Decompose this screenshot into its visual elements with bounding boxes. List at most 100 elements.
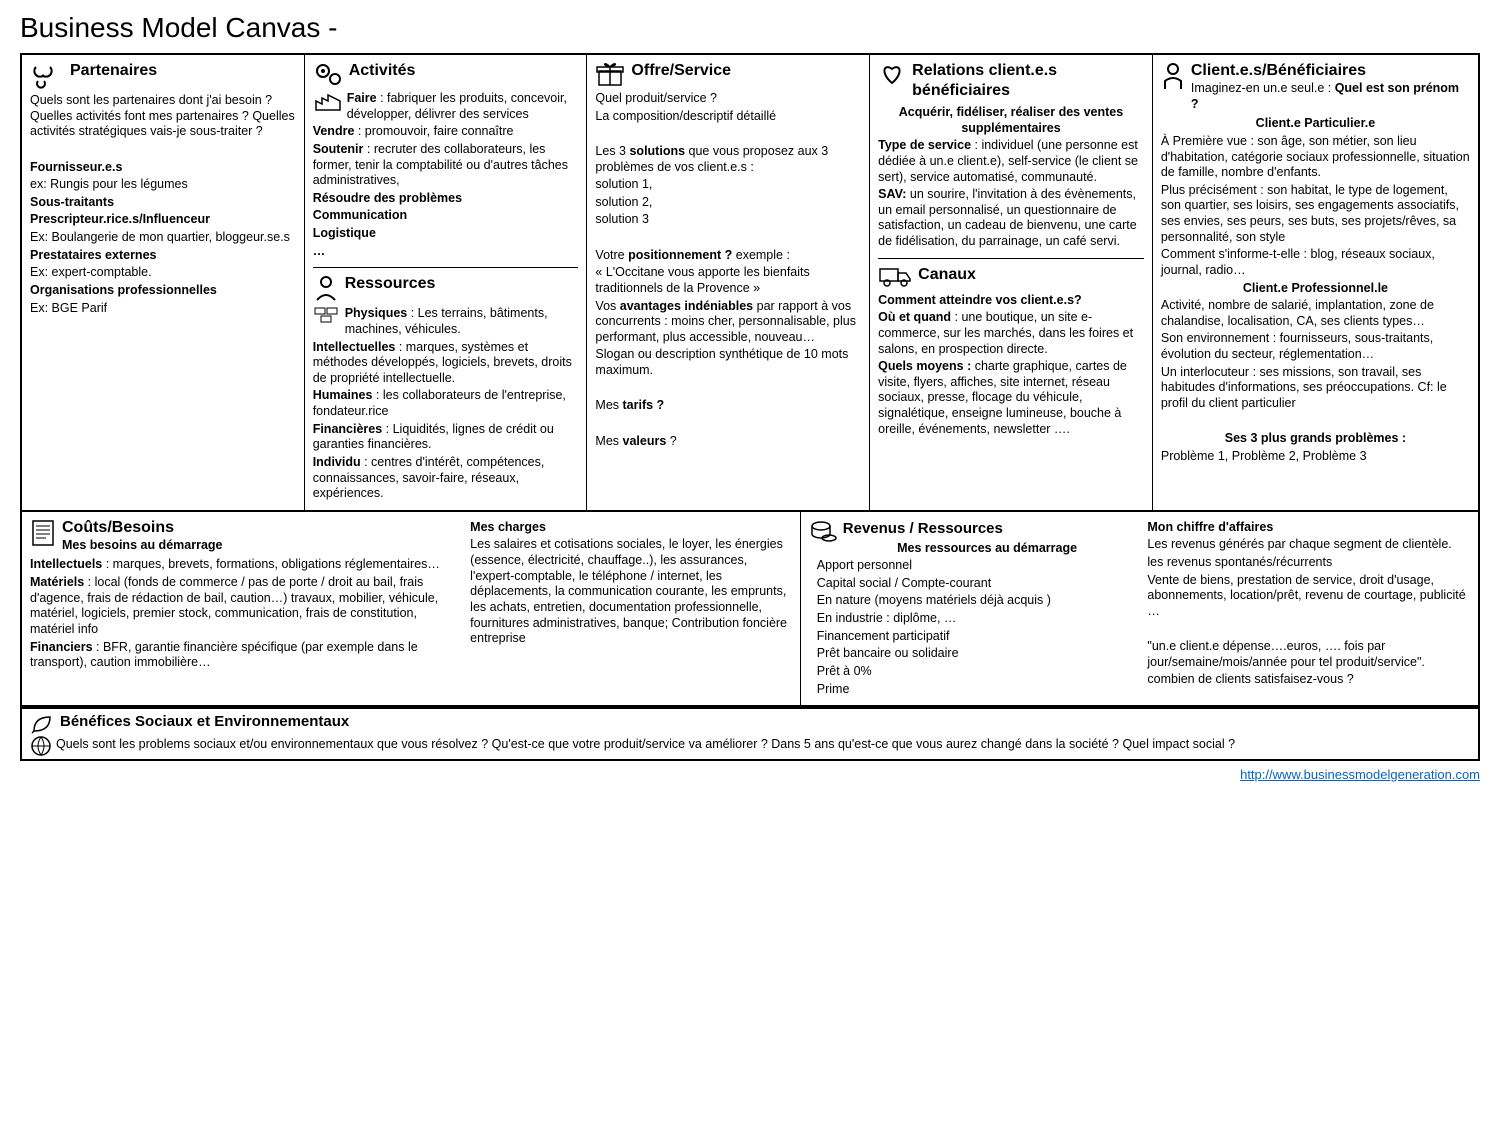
revright-l4: "un.e client.e dépense….euros, …. fois p… bbox=[1147, 639, 1470, 670]
clients-pro-1: Activité, nombre de salarié, implantatio… bbox=[1161, 298, 1470, 329]
revenues-l5: Financement participatif bbox=[817, 629, 1132, 645]
clients-title: Client.e.s/Bénéficiaires bbox=[1191, 62, 1366, 79]
offer-title: Offre/Service bbox=[631, 61, 731, 81]
resources-ind: Individu : centres d'intérêt, compétence… bbox=[313, 455, 579, 502]
cell-charges: Mes charges Les salaires et cotisations … bbox=[462, 512, 801, 705]
channels-block: Canaux Comment atteindre vos client.e.s?… bbox=[878, 265, 1144, 440]
activities-resoudre: Résoudre des problèmes bbox=[313, 191, 579, 207]
offer-s1: solution 1, bbox=[595, 177, 861, 193]
relations-block: Relations client.e.s bénéficiaires Acqué… bbox=[878, 61, 1144, 259]
leaf-icon bbox=[30, 713, 54, 735]
heart-icon bbox=[878, 61, 906, 87]
offer-s2: solution 2, bbox=[595, 195, 861, 211]
cell-activities-resources: Activités Faire : fabriquer les produits… bbox=[305, 55, 588, 510]
revenues-l8: Prime bbox=[817, 682, 1132, 698]
partners-h1: Fournisseur.e.s bbox=[30, 160, 296, 176]
relations-type: Type de service : individuel (une person… bbox=[878, 138, 1144, 185]
partners-h4: Prestataires externes bbox=[30, 248, 296, 264]
channels-title: Canaux bbox=[918, 265, 976, 285]
activities-faire: Faire : fabriquer les produits, concevoi… bbox=[313, 91, 579, 122]
offer-slogan: Slogan ou description synthétique de 10 … bbox=[595, 347, 861, 378]
costs-sub: Mes besoins au démarrage bbox=[62, 538, 222, 552]
channels-how: Comment atteindre vos client.e.s? bbox=[878, 293, 1144, 309]
resources-hum: Humaines : les collaborateurs de l'entre… bbox=[313, 388, 579, 419]
revenues-l2: Capital social / Compte-courant bbox=[817, 576, 1132, 592]
revenues-l3: En nature (moyens matériels déjà acquis … bbox=[817, 593, 1132, 609]
partners-intro: Quels sont les partenaires dont j'ai bes… bbox=[30, 93, 296, 140]
benefits-title: Bénéfices Sociaux et Environnementaux bbox=[60, 713, 349, 732]
costs-fin: Financiers : BFR, garantie financière sp… bbox=[30, 640, 454, 671]
revenues-l4: En industrie : diplôme, … bbox=[817, 611, 1132, 627]
revright-l1: Les revenus générés par chaque segment d… bbox=[1147, 537, 1470, 553]
offer-valeurs: Mes valeurs ? bbox=[595, 434, 861, 450]
cell-costs: Coûts/Besoins Mes besoins au démarrage I… bbox=[22, 512, 462, 705]
activities-log: Logistique bbox=[313, 226, 579, 242]
partners-title: Partenaires bbox=[70, 61, 157, 81]
offer-tarifs: Mes tarifs ? bbox=[595, 398, 861, 414]
page-title: Business Model Canvas - bbox=[20, 10, 1480, 45]
resources-title: Ressources bbox=[345, 274, 436, 294]
cell-clients: Client.e.s/Bénéficiaires Imaginez-en un.… bbox=[1153, 55, 1478, 510]
revenues-title: Revenus / Ressources bbox=[809, 520, 1132, 539]
revenues-sub: Mes ressources au démarrage bbox=[809, 541, 1132, 557]
factory-icon bbox=[313, 91, 343, 113]
footer-link[interactable]: http://www.businessmodelgeneration.com bbox=[1240, 767, 1480, 782]
partners-l5: Ex: BGE Parif bbox=[30, 301, 296, 317]
offer-solutions: Les 3 solutions que vous proposez aux 3 … bbox=[595, 144, 861, 175]
offer-adv: Vos avantages indéniables par rapport à … bbox=[595, 299, 861, 346]
silhouette-icon bbox=[313, 274, 339, 302]
offer-pos-ex: « L'Occitane vous apporte les bienfaits … bbox=[595, 265, 861, 296]
clients-imagine: Imaginez-en un.e seul.e : Quel est son p… bbox=[1191, 81, 1459, 111]
resources-fin: Financières : Liquidités, lignes de créd… bbox=[313, 422, 579, 453]
cell-benefits: Bénéfices Sociaux et Environnementaux Qu… bbox=[22, 707, 1478, 759]
benefits-body: Quels sont les problems sociaux et/ou en… bbox=[30, 737, 1470, 753]
activities-comm: Communication bbox=[313, 208, 579, 224]
revenues-l1: Apport personnel bbox=[817, 558, 1132, 574]
offer-q1: Quel produit/service ? bbox=[595, 91, 861, 107]
clients-pro-2: Son environnement : fournisseurs, sous-t… bbox=[1161, 331, 1470, 362]
activities-block: Activités Faire : fabriquer les produits… bbox=[313, 61, 579, 268]
channels-where: Où et quand : une boutique, un site e-co… bbox=[878, 310, 1144, 357]
charges-title: Mes charges bbox=[470, 520, 792, 536]
clients-prob: Problème 1, Problème 2, Problème 3 bbox=[1161, 449, 1470, 465]
cell-partners: Partenaires Quels sont les partenaires d… bbox=[22, 55, 305, 510]
offer-q2: La composition/descriptif détaillé bbox=[595, 109, 861, 125]
partners-l4: Ex: expert-comptable. bbox=[30, 265, 296, 281]
costs-mat: Matériels : local (fonds de commerce / p… bbox=[30, 575, 454, 638]
bricks-icon bbox=[313, 306, 341, 324]
offer-pos: Votre positionnement ? exemple : bbox=[595, 248, 861, 264]
gift-icon bbox=[595, 61, 625, 87]
revright-title: Mon chiffre d'affaires bbox=[1147, 520, 1470, 536]
globe-icon bbox=[30, 735, 52, 757]
activities-vendre: Vendre : promouvoir, faire connaître bbox=[313, 124, 579, 140]
relations-title: Relations client.e.s bénéficiaires bbox=[912, 61, 1144, 101]
partners-l3: Ex: Boulangerie de mon quartier, bloggeu… bbox=[30, 230, 296, 246]
partners-l1: ex: Rungis pour les légumes bbox=[30, 177, 296, 193]
footer: http://www.businessmodelgeneration.com bbox=[20, 767, 1480, 784]
revright-l5: combien de clients satisfaisez-vous ? bbox=[1147, 672, 1470, 688]
revenues-l6: Prêt bancaire ou solidaire bbox=[817, 646, 1132, 662]
offer-s3: solution 3 bbox=[595, 212, 861, 228]
person-icon bbox=[1161, 61, 1185, 91]
charges-body: Les salaires et cotisations sociales, le… bbox=[470, 537, 792, 646]
activities-dots: … bbox=[313, 244, 579, 260]
costs-title: Coûts/Besoins bbox=[62, 519, 174, 536]
partners-h3: Prescripteur.rice.s/Influenceur bbox=[30, 212, 296, 228]
cell-relations-channels: Relations client.e.s bénéficiaires Acqué… bbox=[870, 55, 1153, 510]
gears-icon bbox=[313, 61, 343, 87]
relations-sub: Acquérir, fidéliser, réaliser des ventes… bbox=[878, 105, 1144, 136]
cell-offer: Offre/Service Quel produit/service ? La … bbox=[587, 55, 870, 510]
canvas-grid: Partenaires Quels sont les partenaires d… bbox=[20, 53, 1480, 761]
activities-soutenir: Soutenir : recruter des collaborateurs, … bbox=[313, 142, 579, 189]
partners-h5: Organisations professionnelles bbox=[30, 283, 296, 299]
resources-intel: Intellectuelles : marques, systèmes et m… bbox=[313, 340, 579, 387]
channels-means: Quels moyens : charte graphique, cartes … bbox=[878, 359, 1144, 437]
revright-l3: Vente de biens, prestation de service, d… bbox=[1147, 573, 1470, 620]
clients-part-3: Comment s'informe-t-elle : blog, réseaux… bbox=[1161, 247, 1470, 278]
clients-pro-3: Un interlocuteur : ses missions, son tra… bbox=[1161, 365, 1470, 412]
truck-icon bbox=[878, 265, 912, 289]
resources-phys: Physiques : Les terrains, bâtiments, mac… bbox=[313, 306, 579, 337]
clients-prob-title: Ses 3 plus grands problèmes : bbox=[1161, 431, 1470, 447]
clients-part-2: Plus précisément : son habitat, le type … bbox=[1161, 183, 1470, 246]
revenues-l7: Prêt à 0% bbox=[817, 664, 1132, 680]
